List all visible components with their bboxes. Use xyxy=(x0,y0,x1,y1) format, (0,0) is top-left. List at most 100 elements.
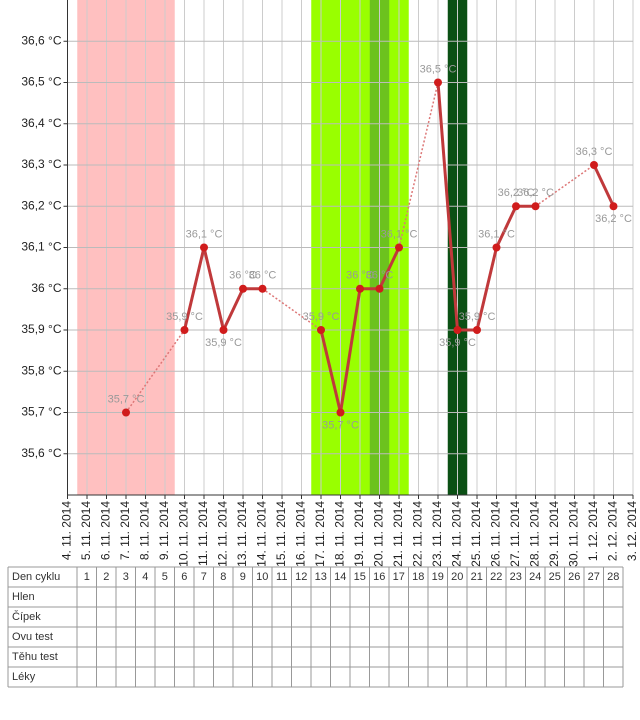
data-point xyxy=(122,408,130,417)
line-segment xyxy=(475,247,498,331)
data-point xyxy=(609,202,618,211)
data-point xyxy=(434,78,442,87)
x-tick-label: 6. 11. 2014 xyxy=(99,501,113,560)
x-tick-label: 21. 11. 2014 xyxy=(391,501,405,567)
y-tick-label: 36,6 °C xyxy=(21,33,61,47)
y-tick-label: 35,6 °C xyxy=(21,446,61,460)
line-segment xyxy=(436,82,459,331)
value-label: 35,9 °C xyxy=(439,337,476,349)
line-segment xyxy=(592,164,615,207)
data-point xyxy=(356,284,364,293)
x-tick-label: 13. 11. 2014 xyxy=(235,501,249,567)
x-tick-label: 8. 11. 2014 xyxy=(138,501,152,560)
line-segment xyxy=(319,329,342,413)
cycle-day: 15 xyxy=(354,571,366,583)
cycle-day: 10 xyxy=(256,571,268,583)
data-point xyxy=(453,326,462,334)
value-label: 36,2 °C xyxy=(595,213,632,225)
x-tick-label: 14. 11. 2014 xyxy=(255,501,269,567)
data-point xyxy=(395,243,403,252)
cycle-day: 9 xyxy=(240,571,246,583)
x-tick-label: 16. 11. 2014 xyxy=(294,501,308,567)
x-tick-label: 10. 11. 2014 xyxy=(177,501,191,567)
x-tick-label: 18. 11. 2014 xyxy=(333,501,347,567)
value-label: 35,9 °C xyxy=(205,337,242,349)
line-segment xyxy=(339,288,362,413)
value-label: 36,1 °C xyxy=(478,228,515,240)
y-tick-label: 36,4 °C xyxy=(21,116,61,130)
x-tick-label: 1. 12. 2014 xyxy=(586,501,600,561)
line-segment xyxy=(378,246,401,290)
cycle-day: 23 xyxy=(510,571,522,583)
x-tick-label: 12. 11. 2014 xyxy=(216,501,230,567)
data-point xyxy=(200,243,208,252)
y-tick-label: 35,7 °C xyxy=(21,405,61,419)
x-tick-label: 25. 11. 2014 xyxy=(469,501,483,567)
value-label: 35,9 °C xyxy=(166,311,203,323)
data-point xyxy=(492,243,501,252)
data-point xyxy=(590,161,598,169)
x-tick-label: 11. 11. 2014 xyxy=(196,501,210,566)
data-point xyxy=(336,408,345,417)
data-point xyxy=(258,284,267,293)
data-point xyxy=(317,326,325,334)
cycle-day: 26 xyxy=(568,571,580,583)
cycle-day: 2 xyxy=(103,571,109,583)
cycle-day: 18 xyxy=(412,571,424,583)
y-tick-label: 36,1 °C xyxy=(21,240,61,254)
cycle-day: 28 xyxy=(607,571,619,583)
cycle-day: 1 xyxy=(84,571,90,583)
y-tick-label: 35,9 °C xyxy=(21,322,61,336)
y-tick-label: 36,2 °C xyxy=(21,198,61,212)
line-segment xyxy=(202,247,225,331)
x-tick-label: 19. 11. 2014 xyxy=(352,501,366,567)
line-segment xyxy=(495,205,518,249)
value-label: 35,7 °C xyxy=(108,393,145,405)
value-label: 36 °C xyxy=(346,270,374,282)
value-label: 36,3 °C xyxy=(576,146,613,158)
cycle-day: 27 xyxy=(588,571,600,583)
value-label: 36,5 °C xyxy=(420,63,457,75)
data-point xyxy=(531,202,540,211)
gap-segment xyxy=(535,164,595,207)
cycle-day: 12 xyxy=(295,571,307,583)
x-tick-label: 9. 11. 2014 xyxy=(157,501,171,560)
cycle-day: 13 xyxy=(315,571,327,583)
x-tick-label: 2. 12. 2014 xyxy=(606,501,620,561)
x-tick-label: 23. 11. 2014 xyxy=(430,501,444,567)
y-tick-label: 36,3 °C xyxy=(21,157,61,171)
x-tick-label: 22. 11. 2014 xyxy=(411,501,425,567)
cycle-day: 21 xyxy=(471,571,483,583)
gap-segment xyxy=(125,329,186,413)
cycle-day: 25 xyxy=(549,571,561,583)
line-segment xyxy=(183,247,206,331)
data-point xyxy=(180,326,189,334)
x-tick-label: 17. 11. 2014 xyxy=(313,501,327,567)
x-tick-label: 7. 11. 2014 xyxy=(118,501,132,560)
cycle-day: 19 xyxy=(432,571,444,583)
y-tick-label: 36,5 °C xyxy=(21,75,61,89)
line-segment xyxy=(222,288,245,331)
cycle-day: 22 xyxy=(490,571,502,583)
cycle-day: 4 xyxy=(142,571,148,583)
x-tick-label: 24. 11. 2014 xyxy=(450,501,464,567)
data-point xyxy=(375,284,384,293)
cycle-day: 3 xyxy=(123,571,129,583)
row-label: Čípek xyxy=(12,610,41,623)
value-label: 36,2 °C xyxy=(517,187,554,199)
x-tick-label: 5. 11. 2014 xyxy=(79,501,93,560)
x-tick-label: 3. 12. 2014 xyxy=(625,501,639,561)
x-tick-label: 30. 11. 2014 xyxy=(567,501,581,567)
value-label: 35,7 °C xyxy=(322,419,359,431)
value-label: 36 °C xyxy=(249,270,277,282)
cycle-day: 20 xyxy=(451,571,463,583)
value-label: 36 °C xyxy=(229,270,257,282)
row-label: Den cyklu xyxy=(12,571,60,583)
x-tick-label: 26. 11. 2014 xyxy=(489,501,503,567)
value-label: 36 °C xyxy=(366,270,394,282)
value-label: 35,9 °C xyxy=(459,311,496,323)
cycle-day: 7 xyxy=(201,571,207,583)
value-label: 35,9 °C xyxy=(303,311,340,323)
cycle-day: 14 xyxy=(334,571,346,583)
cycle-day: 5 xyxy=(162,571,168,583)
